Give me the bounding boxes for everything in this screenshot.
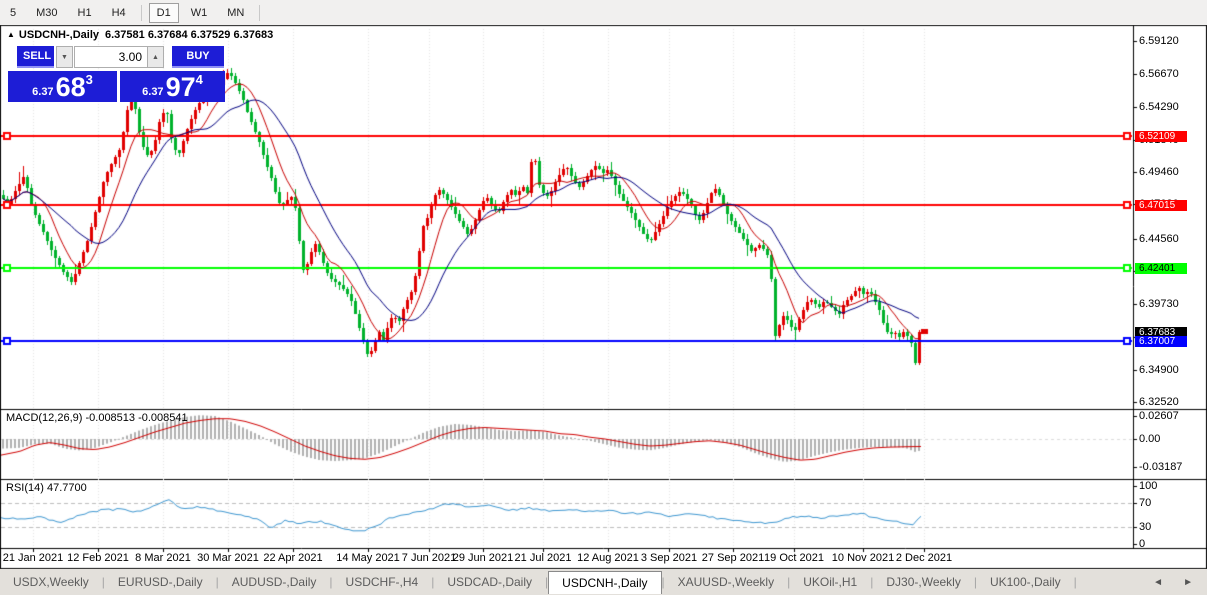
- timeframe-button-H4[interactable]: H4: [111, 6, 126, 19]
- tab-separator: |: [973, 575, 977, 589]
- timeframe-button-D1[interactable]: D1: [148, 2, 179, 23]
- buy-price-display[interactable]: 6.37 97 4: [120, 71, 225, 102]
- timeframe-toolbar: 5 M30 H1 H4 D1 W1 MN: [0, 0, 1207, 25]
- chart-tab-bar: USDX,Weekly | EURUSD-,Daily | AUDUSD-,Daily |…: [0, 569, 1207, 595]
- tab-separator: |: [545, 575, 549, 589]
- toolbar-separator: [259, 4, 261, 21]
- timeframe-button-H1[interactable]: H1: [77, 6, 92, 19]
- sell-price-display[interactable]: 6.37 68 3: [8, 71, 117, 102]
- timeframe-button-M30[interactable]: M30: [36, 6, 58, 19]
- buy-price-base: 6.37: [142, 86, 164, 98]
- sell-price-base: 6.37: [32, 86, 54, 98]
- buy-button[interactable]: BUY: [172, 46, 224, 68]
- chart-ohlc-values: 6.37581 6.37684 6.37529 6.37683: [105, 29, 274, 41]
- timeframe-button-5[interactable]: 5: [10, 6, 17, 19]
- chart-tab-dj30-weekly[interactable]: DJ30-,Weekly: [886, 575, 961, 589]
- sell-button[interactable]: SELL: [17, 46, 54, 68]
- buy-price-big: 97: [165, 72, 196, 102]
- sell-price-sup: 3: [85, 72, 93, 87]
- tab-separator: |: [431, 575, 435, 589]
- timeframe-button-W1[interactable]: W1: [190, 6, 208, 19]
- tab-separator: |: [787, 575, 791, 589]
- tabs-scroll-right-icon[interactable]: ►: [1183, 576, 1193, 588]
- chart-tab-usdx-weekly[interactable]: USDX,Weekly: [13, 575, 89, 589]
- chart-tab-audusd-daily[interactable]: AUDUSD-,Daily: [231, 575, 317, 589]
- chart-tab-xauusd-weekly[interactable]: XAUUSD-,Weekly: [677, 575, 775, 589]
- volume-input[interactable]: [74, 46, 148, 68]
- panel-collapse-icon[interactable]: ▲: [7, 30, 15, 39]
- tab-separator: |: [329, 575, 333, 589]
- chart-tab-usdcnh-daily[interactable]: USDCNH-,Daily: [548, 570, 662, 594]
- chart-tab-usdchf-h4[interactable]: USDCHF-,H4: [345, 575, 419, 589]
- buy-price-sup: 4: [195, 72, 203, 87]
- chart-symbol-label: USDCNH-,Daily: [18, 29, 99, 41]
- macd-indicator-label: MACD(12,26,9) -0.008513 -0.008541: [6, 412, 188, 424]
- tab-separator: |: [661, 575, 665, 589]
- rsi-indicator-label: RSI(14) 47.7700: [6, 482, 87, 494]
- tab-separator: |: [870, 575, 874, 589]
- timeframe-button-MN[interactable]: MN: [227, 6, 245, 19]
- chart-tab-uk100-daily[interactable]: UK100-,Daily: [989, 575, 1061, 589]
- tab-separator: |: [1073, 575, 1077, 589]
- volume-decrease-icon[interactable]: ▼: [56, 46, 73, 68]
- chart-title: ▲ USDCNH-,Daily 6.37581 6.37684 6.37529 6.…: [7, 29, 273, 41]
- chart-tab-ukoil-h1[interactable]: UKOil-,H1: [803, 575, 858, 589]
- chart-tab-eurusd-daily[interactable]: EURUSD-,Daily: [117, 575, 203, 589]
- sell-price-big: 68: [55, 72, 86, 102]
- toolbar-separator: [140, 4, 142, 21]
- volume-increase-icon[interactable]: ▲: [147, 46, 164, 68]
- tab-separator: |: [215, 575, 219, 589]
- one-click-trading-panel: SELL ▼ ▲ BUY 6.37 68 3 6.37 97 4: [6, 44, 226, 104]
- tabs-scroll-left-icon[interactable]: ◄: [1153, 576, 1163, 588]
- chart-tab-usdcad-daily[interactable]: USDCAD-,Daily: [447, 575, 533, 589]
- tab-separator: |: [101, 575, 105, 589]
